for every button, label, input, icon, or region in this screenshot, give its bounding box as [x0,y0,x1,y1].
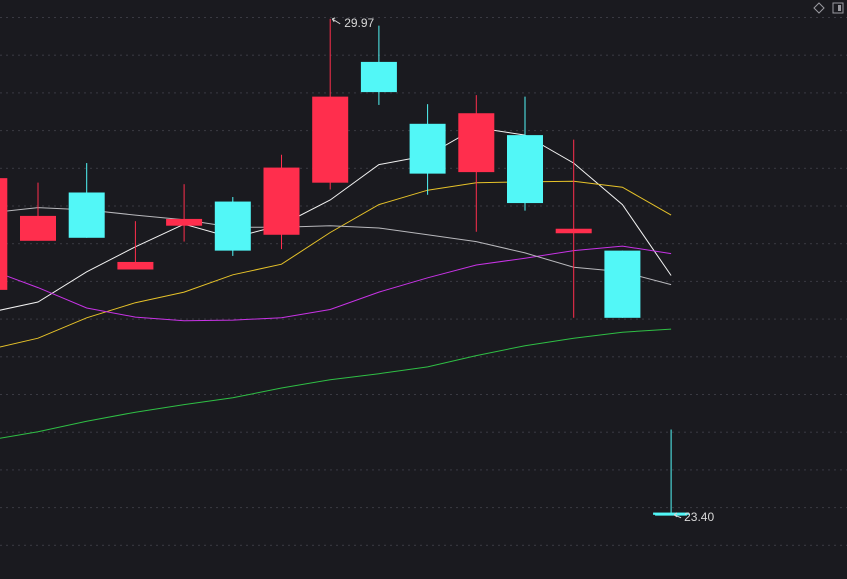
max-pointer [331,17,341,25]
candle-body [214,201,251,251]
candle-body [555,228,592,234]
max-label: 29.97 [344,16,374,30]
candle-body [68,192,105,238]
candle-body [458,113,495,173]
candle-body [263,167,300,235]
candle-body [653,512,690,515]
candle-body [604,250,641,318]
plot: 29.97 23.40 [0,16,714,524]
moving-average-line [0,245,672,322]
candle-body [409,123,446,174]
candle-body [360,61,397,93]
candle-body [166,218,203,226]
diamond-icon[interactable] [813,2,825,14]
candle-body [507,135,543,204]
moving-average-line [0,328,672,439]
toolbar [813,2,844,14]
min-label: 23.40 [684,510,714,524]
moving-average-line [0,180,672,348]
panel-icon-bar [838,5,841,11]
candle-body [312,96,349,183]
candle-body [0,178,8,290]
min-pointer [673,512,682,519]
candle-body [20,215,56,241]
candle-body [117,261,154,270]
panel-icon[interactable] [832,2,844,14]
moving-average-line [0,127,672,311]
